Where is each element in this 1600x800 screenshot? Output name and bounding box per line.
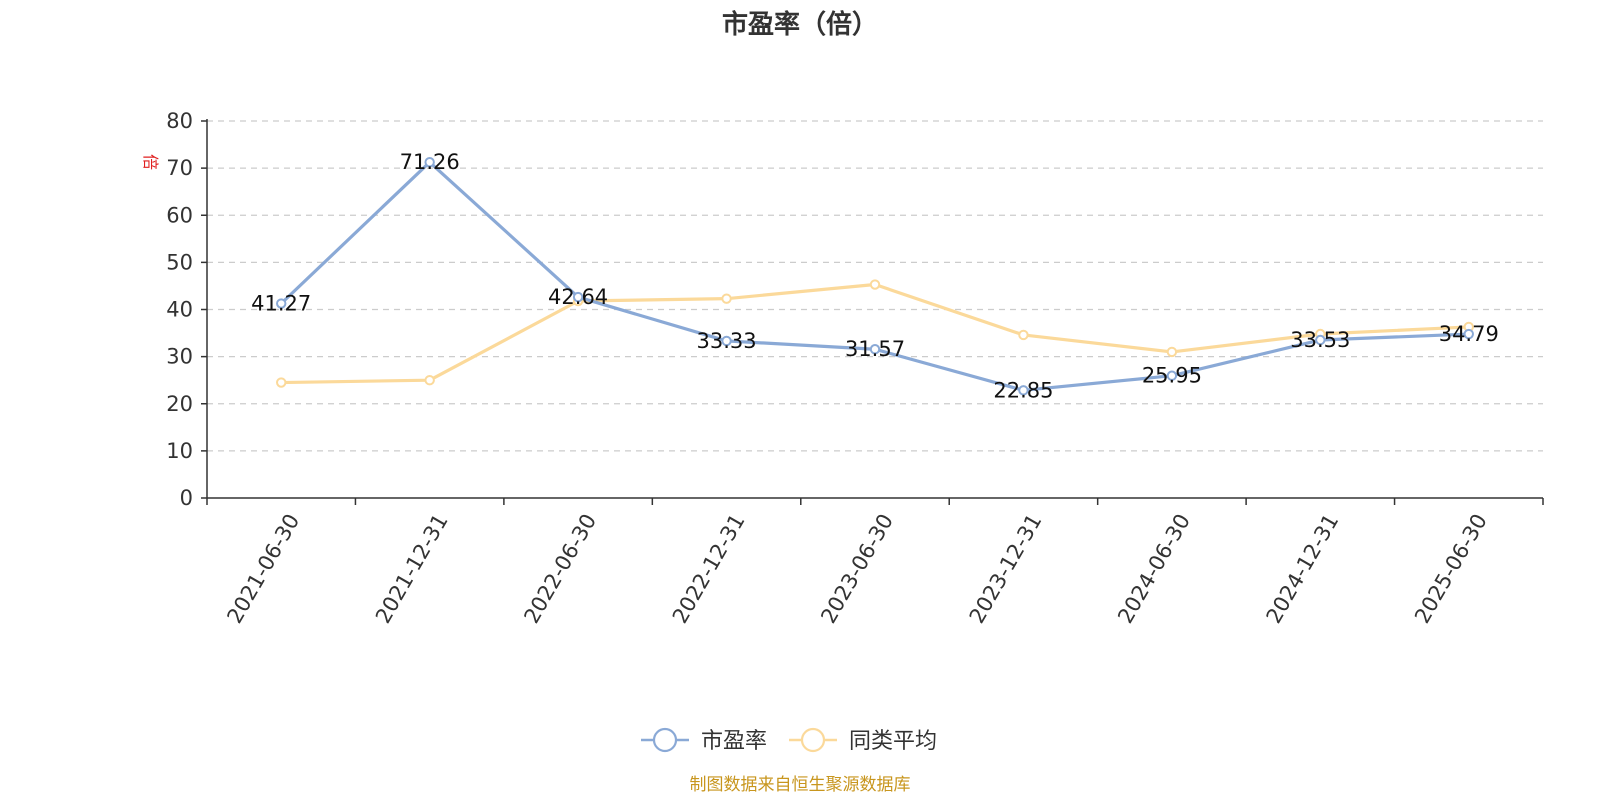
- data-label: 33.33: [696, 329, 756, 353]
- series-lines: [276, 156, 1474, 396]
- series-point-1: [424, 374, 435, 386]
- series-point-1: [869, 279, 881, 290]
- y-tick-label: 10: [166, 439, 193, 463]
- x-tick-label: 2023-06-30: [816, 510, 898, 628]
- series-point-1: [1018, 329, 1029, 341]
- x-tick-label: 2022-12-31: [668, 510, 750, 628]
- data-label: 71.26: [400, 150, 460, 174]
- x-tick-label: 2024-06-30: [1113, 510, 1195, 628]
- series-point-0: [276, 298, 287, 309]
- series-point-0: [721, 335, 732, 347]
- x-tick-label: 2021-12-31: [371, 510, 453, 628]
- chart-title: 市盈率（倍）: [722, 9, 878, 40]
- data-label: 22.85: [993, 378, 1053, 402]
- series-point-0: [424, 156, 435, 168]
- legend-marker: [800, 727, 826, 753]
- legend-item-1[interactable]: 同类平均: [789, 727, 937, 754]
- legend-label: 同类平均: [849, 729, 937, 754]
- y-tick-label: 50: [166, 250, 193, 274]
- data-label: 41.27: [251, 292, 311, 316]
- data-label: 34.79: [1439, 322, 1499, 346]
- grid-lines: [207, 120, 1543, 452]
- data-label: 25.95: [1142, 364, 1202, 388]
- source-note: 制图数据来自恒生聚源数据库: [690, 775, 911, 795]
- legend-label: 市盈率: [701, 729, 767, 754]
- y-tick-label: 0: [180, 486, 193, 510]
- series-point-0: [1463, 328, 1474, 340]
- data-labels: 41.27 71.26 42.64 33.33 31.57 22.85 25.95 33.53…: [251, 150, 1499, 402]
- series-point-0: [1018, 385, 1029, 396]
- x-tick-label: 2024-12-31: [1262, 510, 1344, 628]
- data-label: 33.53: [1290, 328, 1350, 352]
- x-tick-label: 2025-06-30: [1410, 510, 1492, 628]
- series-point-0: [572, 291, 584, 303]
- series-point-0: [1315, 334, 1326, 346]
- axes: 0 10 20 30 40 50 60 70 80 2021-06-30 2021-12-31 202…: [166, 109, 1544, 628]
- data-label: 31.57: [845, 337, 905, 361]
- series-point-1: [721, 293, 732, 304]
- series-point-1: [1166, 346, 1178, 358]
- y-tick-label: 60: [166, 203, 193, 227]
- legend[interactable]: 市盈率 同类平均: [641, 727, 937, 754]
- x-tick-label: 2022-06-30: [519, 510, 601, 628]
- y-tick-label: 70: [166, 156, 193, 180]
- y-tick-label: 80: [166, 109, 193, 133]
- y-tick-label: 40: [166, 298, 193, 322]
- legend-item-0[interactable]: 市盈率: [641, 727, 767, 754]
- y-axis-unit-label: 倍: [141, 154, 160, 170]
- y-tick-label: 30: [166, 345, 193, 369]
- y-tick-label: 20: [166, 392, 193, 416]
- data-label: 42.64: [548, 285, 608, 309]
- x-tick-label: 2021-06-30: [222, 510, 304, 628]
- legend-marker: [652, 727, 678, 753]
- series-point-0: [869, 344, 881, 355]
- series-point-0: [1166, 370, 1178, 381]
- x-tick-label: 2023-12-31: [965, 510, 1047, 628]
- series-point-1: [276, 377, 287, 388]
